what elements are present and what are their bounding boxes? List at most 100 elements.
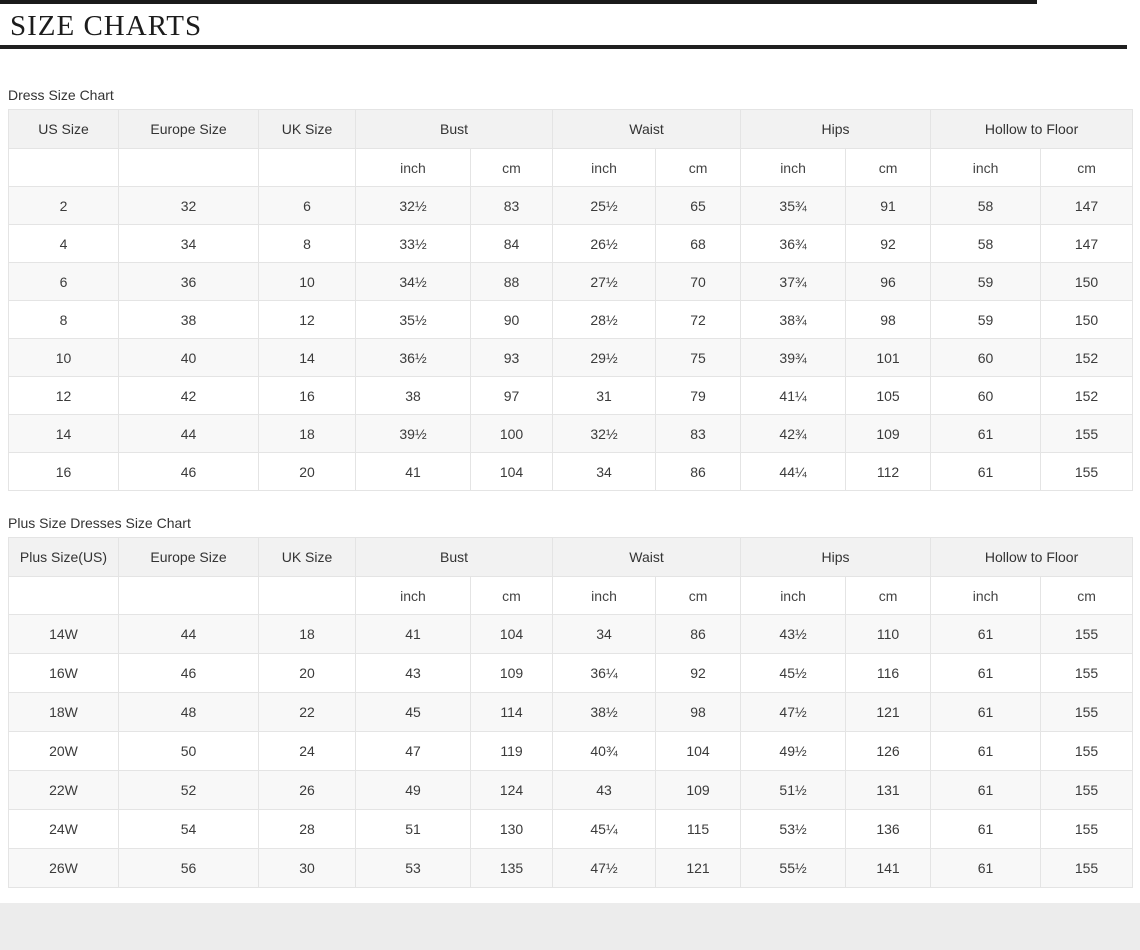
empty-header-cell (118, 576, 259, 615)
plus-size-chart-table: Plus Size(US) Europe Size UK Size Bust Waist… (8, 537, 1134, 888)
column-header-group: Hollow to Floor (930, 537, 1134, 577)
value-cell: 104 (469, 614, 554, 654)
size-cell: 10 (8, 338, 119, 377)
value-cell: 83 (655, 414, 742, 453)
value-cell: 136 (845, 809, 932, 849)
value-cell: 121 (655, 848, 742, 888)
unit-header: inch (552, 576, 657, 615)
column-header-group: Waist (552, 537, 742, 577)
value-cell: 98 (655, 692, 742, 732)
value-cell: 61 (930, 653, 1042, 693)
value-cell: 36¾ (740, 224, 847, 263)
value-cell: 100 (469, 414, 554, 453)
unit-header: cm (655, 148, 742, 187)
value-cell: 155 (1040, 614, 1134, 654)
empty-header-cell (118, 148, 259, 187)
column-header: Plus Size(US) (8, 537, 119, 577)
column-header-group: Bust (354, 537, 554, 577)
footer-band (0, 903, 1140, 950)
value-cell: 83 (469, 186, 554, 225)
size-cell: 12 (8, 376, 119, 415)
value-cell: 43½ (740, 614, 847, 654)
unit-header: inch (355, 576, 471, 615)
value-cell: 49½ (740, 731, 847, 771)
value-cell: 34 (118, 224, 259, 263)
value-cell: 59 (930, 300, 1042, 339)
value-cell: 59 (930, 262, 1042, 301)
value-cell: 39¾ (740, 338, 847, 377)
column-header-group: Hips (740, 537, 932, 577)
value-cell: 28 (258, 809, 356, 849)
value-cell: 155 (1040, 848, 1134, 888)
value-cell: 36½ (355, 338, 471, 377)
size-cell: 16 (8, 452, 119, 491)
value-cell: 40 (118, 338, 259, 377)
value-cell: 155 (1040, 770, 1134, 810)
value-cell: 86 (655, 452, 742, 491)
value-cell: 121 (845, 692, 932, 732)
value-cell: 61 (930, 692, 1042, 732)
empty-header-cell (8, 148, 119, 187)
column-header: UK Size (258, 537, 356, 577)
size-cell: 14W (8, 614, 119, 654)
value-cell: 61 (930, 848, 1042, 888)
size-cell: 18W (8, 692, 119, 732)
value-cell: 155 (1040, 731, 1134, 771)
value-cell: 96 (845, 262, 932, 301)
value-cell: 40¾ (552, 731, 657, 771)
value-cell: 114 (469, 692, 554, 732)
value-cell: 48 (118, 692, 259, 732)
masthead: SIZE CHARTS (0, 4, 1140, 41)
value-cell: 46 (118, 653, 259, 693)
table-row: 18W 48 22 45 114 38½ 98 47½ 121 61 155 (8, 692, 1134, 732)
value-cell: 60 (930, 376, 1042, 415)
value-cell: 20 (258, 653, 356, 693)
size-cell: 20W (8, 731, 119, 771)
value-cell: 155 (1040, 653, 1134, 693)
value-cell: 115 (655, 809, 742, 849)
value-cell: 44 (118, 614, 259, 654)
unit-header: cm (655, 576, 742, 615)
column-header-group: Hips (740, 109, 932, 149)
column-header: Europe Size (118, 537, 259, 577)
value-cell: 105 (845, 376, 932, 415)
value-cell: 43 (355, 653, 471, 693)
value-cell: 97 (469, 376, 554, 415)
unit-header: inch (740, 148, 847, 187)
empty-header-cell (258, 576, 356, 615)
value-cell: 53 (355, 848, 471, 888)
value-cell: 14 (258, 338, 356, 377)
value-cell: 32 (118, 186, 259, 225)
empty-header-cell (8, 576, 119, 615)
value-cell: 44¼ (740, 452, 847, 491)
table-row: 14 44 18 39½ 100 32½ 83 42¾ 109 61 155 (8, 414, 1134, 453)
value-cell: 70 (655, 262, 742, 301)
value-cell: 41¼ (740, 376, 847, 415)
table-row: 24W 54 28 51 130 45¼ 115 53½ 136 61 155 (8, 809, 1134, 849)
value-cell: 109 (469, 653, 554, 693)
size-cell: 26W (8, 848, 119, 888)
value-cell: 38 (118, 300, 259, 339)
table-row: 6 36 10 34½ 88 27½ 70 37¾ 96 59 150 (8, 262, 1134, 301)
value-cell: 38 (355, 376, 471, 415)
value-cell: 109 (845, 414, 932, 453)
value-cell: 90 (469, 300, 554, 339)
value-cell: 61 (930, 731, 1042, 771)
column-header: US Size (8, 109, 119, 149)
top-divider-bar (0, 0, 1037, 4)
value-cell: 42 (118, 376, 259, 415)
value-cell: 29½ (552, 338, 657, 377)
value-cell: 51½ (740, 770, 847, 810)
value-cell: 12 (258, 300, 356, 339)
value-cell: 65 (655, 186, 742, 225)
value-cell: 91 (845, 186, 932, 225)
column-header: Europe Size (118, 109, 259, 149)
value-cell: 38¾ (740, 300, 847, 339)
value-cell: 92 (845, 224, 932, 263)
value-cell: 68 (655, 224, 742, 263)
unit-header: inch (930, 148, 1042, 187)
empty-header-cell (258, 148, 356, 187)
value-cell: 92 (655, 653, 742, 693)
table-row: 16W 46 20 43 109 36¼ 92 45½ 116 61 155 (8, 653, 1134, 693)
size-cell: 22W (8, 770, 119, 810)
